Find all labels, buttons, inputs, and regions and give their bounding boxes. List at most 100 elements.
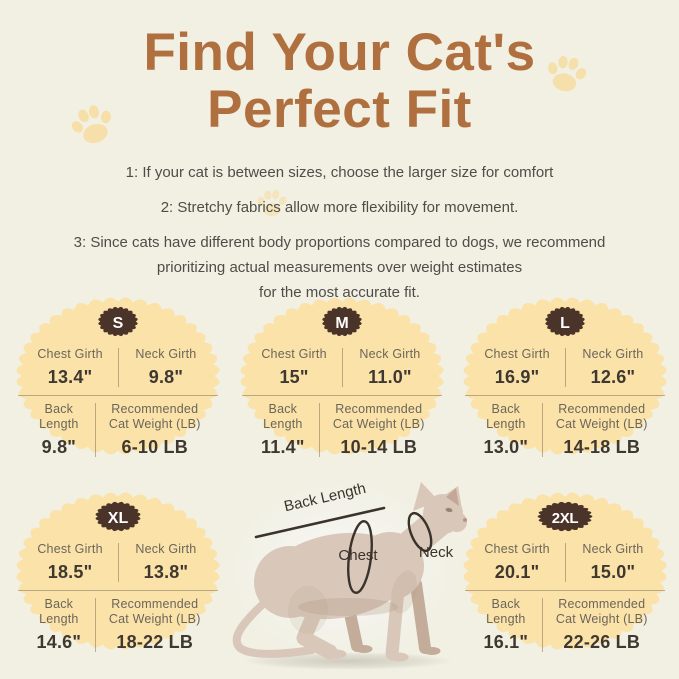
- tip-2: 2: Stretchy fabrics allow more flexibili…: [0, 195, 679, 220]
- neck-girth-value: 15.0": [590, 561, 636, 582]
- chest-girth-label: Chest Girth: [484, 347, 550, 361]
- divider: [542, 402, 544, 457]
- chest-girth-label: Chest Girth: [261, 347, 327, 361]
- size-card-l: L Chest Girth 16.9" Neck Girth 12.6" Bac…: [459, 294, 671, 458]
- neck-girth-value: 11.0": [368, 366, 412, 387]
- back-length-cell: Back Length 14.6": [23, 597, 96, 653]
- paw-icon: [257, 190, 287, 217]
- neck-girth-cell: Neck Girth 9.8": [119, 347, 214, 388]
- back-length-label: Back: [44, 401, 74, 416]
- weight-value: 14-18 LB: [563, 436, 641, 457]
- back-weight-row: Back Length 16.1" Recommended Cat Weight…: [470, 597, 661, 653]
- chest-girth-value: 15": [279, 366, 309, 387]
- chest-girth-label: Chest Girth: [37, 347, 103, 361]
- chest-girth-label: Chest Girth: [484, 542, 550, 556]
- cat-near-legs: [296, 583, 405, 661]
- divider: [564, 348, 566, 387]
- neck-girth-label: Neck Girth: [582, 347, 644, 361]
- divider: [117, 348, 119, 387]
- neck-girth-label: Neck Girth: [359, 347, 421, 361]
- page-title: Find Your Cat's Perfect Fit: [0, 24, 679, 138]
- tip-2-text: 2: Stretchy fabrics allow more flexibili…: [160, 199, 519, 216]
- back-length-value: 13.0": [483, 436, 529, 457]
- weight-label: Recommended: [111, 596, 199, 611]
- divider: [319, 402, 321, 457]
- weight-label: Recommended: [111, 401, 199, 416]
- paw-icon: [71, 105, 111, 144]
- pill-background: [95, 501, 141, 532]
- girth-row: Chest Girth 18.5" Neck Girth 13.8": [23, 542, 214, 583]
- tip-3: 3: Since cats have different body propor…: [0, 230, 679, 305]
- weight-label: Cat Weight (LB): [555, 612, 648, 626]
- weight-cell: Recommended Cat Weight (LB) 14-18 LB: [543, 402, 660, 458]
- pill-background: [322, 306, 362, 337]
- weight-cell: Recommended Cat Weight (LB) 18-22 LB: [96, 597, 213, 653]
- neck-girth-label: Neck Girth: [135, 347, 197, 361]
- neck-girth-value: 12.6": [590, 366, 636, 387]
- size-card-l-content: L Chest Girth 16.9" Neck Girth 12.6" Bac…: [459, 294, 671, 458]
- chest-girth-value: 18.5": [47, 561, 93, 582]
- size-card-m: M Chest Girth 15" Neck Girth 11.0" Back …: [236, 294, 448, 458]
- chest-girth-cell: Chest Girth 16.9": [470, 347, 565, 388]
- divider: [542, 597, 544, 652]
- divider: [18, 589, 218, 591]
- weight-label: Cat Weight (LB): [555, 417, 648, 431]
- neck-girth-cell: Neck Girth 15.0": [566, 542, 661, 583]
- divider: [95, 402, 97, 457]
- chest-girth-value: 20.1": [494, 561, 540, 582]
- page-title-line2: Perfect Fit: [207, 80, 472, 139]
- neck-girth-value: 13.8": [143, 561, 189, 582]
- neck-diagram-label: Neck: [419, 544, 454, 561]
- chest-girth-label: Chest Girth: [37, 542, 103, 556]
- page-title-line1: Find Your Cat's: [143, 23, 536, 82]
- chest-girth-cell: Chest Girth 15": [247, 347, 342, 388]
- neck-ring: [407, 511, 433, 553]
- divider: [341, 348, 343, 387]
- back-weight-row: Back Length 9.8" Recommended Cat Weight …: [23, 402, 214, 458]
- back-length-label: Back: [44, 596, 74, 611]
- weight-label: Cat Weight (LB): [108, 417, 201, 431]
- paw-icon: [547, 55, 587, 92]
- size-pill-m: M: [320, 305, 364, 343]
- back-weight-row: Back Length 14.6" Recommended Cat Weight…: [23, 597, 214, 653]
- cat-measurement-diagram: Back Length Chest Neck: [208, 442, 474, 679]
- back-length-cell: Back Length 16.1": [470, 597, 543, 653]
- chest-girth-cell: Chest Girth 20.1": [470, 542, 565, 583]
- weight-cell: Recommended Cat Weight (LB) 22-26 LB: [543, 597, 660, 653]
- size-card-m-content: M Chest Girth 15" Neck Girth 11.0" Back …: [236, 294, 448, 458]
- size-card-s: S Chest Girth 13.4" Neck Girth 9.8" Back…: [12, 294, 224, 458]
- pill-background: [98, 306, 138, 337]
- tip-3-text: 3: Since cats have different body propor…: [73, 234, 606, 251]
- neck-girth-value: 9.8": [148, 366, 184, 387]
- back-length-value: 9.8": [41, 436, 77, 457]
- weight-label: Recommended: [335, 401, 423, 416]
- pill-background: [537, 501, 593, 532]
- chest-diagram-label: Chest: [338, 547, 378, 564]
- size-letter: S: [112, 314, 124, 332]
- girth-row: Chest Girth 15" Neck Girth 11.0": [247, 347, 438, 388]
- weight-label: Recommended: [558, 401, 646, 416]
- size-pill-2xl: 2XL: [535, 500, 595, 538]
- chest-girth-value: 13.4": [47, 366, 93, 387]
- fit-tips: 1: If your cat is between sizes, choose …: [0, 160, 679, 315]
- weight-value: 18-22 LB: [116, 631, 194, 652]
- cat-tail: [232, 600, 316, 658]
- back-length-cell: Back Length 13.0": [470, 402, 543, 458]
- chest-ring: [347, 520, 373, 594]
- weight-label: Cat Weight (LB): [108, 612, 201, 626]
- divider: [242, 394, 442, 396]
- back-length-value: 16.1": [483, 631, 529, 652]
- weight-value: 22-26 LB: [563, 631, 641, 652]
- size-card-2xl: 2XL Chest Girth 20.1" Neck Girth 15.0" B…: [459, 489, 671, 653]
- cat-nose: [463, 518, 467, 522]
- back-length-label: Back: [491, 401, 521, 416]
- weight-value: 6-10 LB: [121, 436, 188, 457]
- back-weight-row: Back Length 13.0" Recommended Cat Weight…: [470, 402, 661, 458]
- back-length-label: Back: [491, 596, 521, 611]
- back-length-label: Length: [39, 612, 79, 626]
- girth-row: Chest Girth 13.4" Neck Girth 9.8": [23, 347, 214, 388]
- size-letter: L: [560, 314, 570, 332]
- tip-1: 1: If your cat is between sizes, choose …: [0, 160, 679, 185]
- cat-shading: [288, 570, 417, 634]
